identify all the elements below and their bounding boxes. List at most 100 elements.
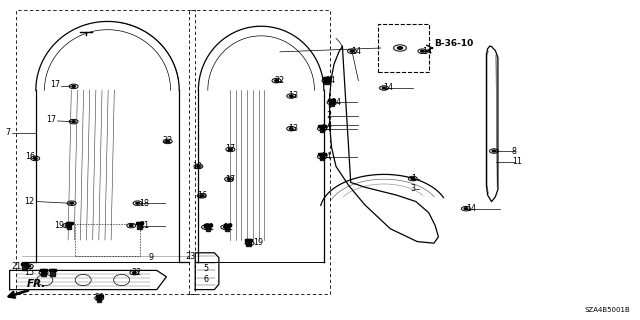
Bar [246,239,251,246]
Circle shape [289,95,293,97]
Circle shape [33,157,37,159]
Bar [20,263,28,265]
Circle shape [324,80,328,82]
Circle shape [97,297,101,299]
Text: 10: 10 [192,162,202,171]
Circle shape [492,150,496,152]
Text: 7: 7 [5,128,10,137]
Circle shape [320,128,324,130]
Text: 13: 13 [288,92,298,100]
Text: 17: 17 [225,144,236,153]
Text: 5: 5 [204,264,209,273]
Text: 22: 22 [274,76,284,85]
Bar [223,224,231,226]
Text: 1: 1 [411,174,416,183]
Bar [318,153,326,155]
Text: 14: 14 [321,152,332,161]
Text: 20: 20 [95,293,105,302]
Circle shape [166,140,170,142]
Bar [320,125,324,132]
Text: 4: 4 [326,121,332,130]
Circle shape [204,226,208,228]
Text: 16: 16 [197,191,207,200]
Text: 14: 14 [351,47,361,56]
Circle shape [70,202,74,204]
Bar [136,222,143,224]
Text: 9: 9 [148,253,154,262]
Bar [65,222,73,224]
Bar [51,269,55,276]
Circle shape [248,242,252,244]
Text: 22: 22 [131,268,141,277]
Bar [330,99,334,106]
Text: 19: 19 [54,221,65,230]
Text: 14: 14 [422,47,433,56]
Circle shape [411,178,415,180]
Text: 14: 14 [383,84,393,92]
Circle shape [196,165,200,167]
Bar [318,125,326,127]
Circle shape [72,121,76,123]
Text: 15: 15 [24,268,35,277]
Text: 21: 21 [12,262,22,271]
Text: 21: 21 [140,221,150,230]
Bar [97,295,101,302]
Bar [225,224,230,231]
Text: 2: 2 [326,111,332,120]
Text: 17: 17 [225,175,236,184]
Circle shape [330,101,333,103]
Text: 13: 13 [288,124,298,133]
Text: 11: 11 [512,157,522,166]
Text: 17: 17 [46,116,56,124]
Text: 16: 16 [26,152,36,161]
Text: 14: 14 [332,98,342,107]
Text: 22: 22 [162,136,172,145]
Bar [138,222,142,229]
Circle shape [320,156,324,158]
Circle shape [464,208,468,210]
Bar [22,263,27,270]
Text: 19: 19 [253,238,263,247]
Text: 17: 17 [50,80,60,89]
Circle shape [275,80,278,82]
Text: 3: 3 [411,184,416,193]
Text: B-36-10: B-36-10 [434,39,473,48]
Circle shape [42,272,45,274]
Circle shape [228,148,232,150]
FancyBboxPatch shape [378,24,429,72]
Circle shape [420,50,424,52]
Text: 21: 21 [205,223,215,232]
Bar [95,295,103,297]
Circle shape [72,85,76,87]
Bar [320,153,324,160]
Text: 8: 8 [512,147,517,156]
Text: 14: 14 [321,124,332,133]
Circle shape [223,226,227,228]
Bar [41,269,46,276]
Bar [244,239,252,241]
Bar [206,224,210,231]
Circle shape [129,225,133,227]
Text: 12: 12 [24,197,35,206]
Bar [328,99,335,101]
Bar [40,269,47,271]
Circle shape [289,128,293,130]
Circle shape [350,50,354,52]
Bar [204,224,212,226]
Text: 14: 14 [325,76,335,85]
Text: SZA4B5001B: SZA4B5001B [585,307,630,313]
Text: 23: 23 [186,252,196,261]
Circle shape [27,265,31,267]
Text: 12: 12 [223,223,233,232]
Text: 18: 18 [140,199,150,208]
Circle shape [227,178,231,180]
Bar [323,77,330,79]
Bar [67,222,72,229]
Text: 6: 6 [204,275,209,284]
Bar [324,77,329,84]
Circle shape [136,202,140,204]
Text: 14: 14 [466,204,476,213]
Circle shape [200,195,204,197]
Bar [49,269,56,271]
Circle shape [397,47,403,49]
